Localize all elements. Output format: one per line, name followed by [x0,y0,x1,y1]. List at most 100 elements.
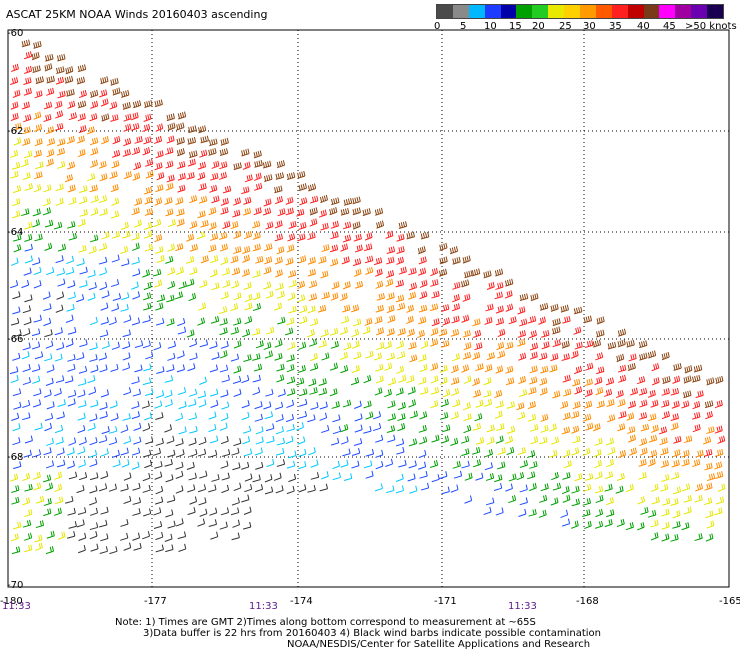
wind-barb [54,100,63,109]
wind-barb [252,302,262,312]
wind-barb [673,435,682,444]
wind-barb [120,304,129,312]
scale-swatch [580,5,596,18]
wind-barb [155,184,164,193]
wind-barb [274,256,283,265]
wind-barb [57,160,66,169]
wind-barb [22,412,31,421]
wind-barb [34,534,43,543]
wind-barb [188,292,197,302]
wind-barb [285,435,294,445]
wind-barb [375,304,384,313]
wind-barb [132,388,142,397]
wind-barb [229,303,239,312]
wind-barb [88,386,97,396]
wind-barb [209,364,219,373]
wind-barb [407,473,416,482]
wind-barb [222,279,231,289]
wind-barb [319,194,328,204]
wind-barb [43,113,52,123]
wind-barb [242,425,252,434]
wind-barb [175,485,184,494]
wind-barb [98,483,108,492]
wind-barb [684,365,693,374]
wind-barb [516,471,525,481]
wind-barb [12,437,21,446]
wind-barb [100,76,109,85]
wind-barb [275,485,284,494]
wind-barb [484,316,493,325]
wind-barb [430,400,439,409]
wind-barb [89,437,98,446]
wind-barb [164,196,173,205]
wind-barb [99,329,109,338]
wind-barb [100,470,109,480]
wind-barb [505,303,514,312]
wind-barb [297,170,306,179]
wind-barb [101,340,110,350]
wind-barb [255,340,264,349]
wind-barb [693,364,703,373]
wind-barb [285,257,294,266]
wind-barb [142,423,151,432]
wind-barb [418,304,428,313]
wind-barb [90,399,99,408]
wind-barb [373,352,383,361]
wind-barb [483,506,492,516]
wind-barb [175,196,184,206]
wind-barb [384,388,392,398]
wind-barb [186,278,195,287]
wind-barb [385,269,395,278]
wind-barb [387,377,397,386]
wind-barb [529,376,538,385]
wind-barb [76,258,85,267]
wind-barb [108,483,117,492]
wind-barb [241,461,250,470]
wind-barb [592,339,602,348]
wind-barb [681,522,690,531]
wind-barb [307,305,316,314]
wind-barb [131,411,140,420]
wind-barb [66,255,74,265]
wind-barb [342,221,352,230]
wind-barb [198,182,207,191]
wind-barb [331,281,340,290]
wind-barb [222,185,232,194]
wind-barb [262,160,272,169]
wind-barb [121,258,130,267]
wind-barb [230,326,239,335]
wind-barb [110,279,120,288]
wind-barb [464,495,473,504]
wind-barb [495,305,504,314]
wind-barb [505,377,515,386]
wind-barb [46,148,55,158]
wind-barb [233,317,242,326]
wind-barb [541,330,550,338]
wind-barb [308,293,318,302]
wind-barb [12,291,21,300]
wind-barb [529,461,538,469]
wind-barb [67,327,77,335]
wind-barb [76,352,85,361]
wind-barb [10,170,19,179]
wind-barb [518,352,527,361]
wind-barb [287,388,296,396]
wind-barb [100,302,109,311]
wind-barb [627,362,636,372]
wind-barb [287,292,296,301]
wind-barb [100,98,109,107]
wind-barb [607,341,617,350]
wind-barb [100,506,109,515]
wind-barb [475,363,484,371]
wind-barb [396,233,405,242]
wind-barb [562,494,571,503]
wind-barb [57,278,66,287]
wind-barb [220,389,229,398]
wind-barb [111,160,120,169]
wind-barb [518,389,528,397]
wind-barb [209,232,219,241]
wind-barb [636,376,646,385]
wind-barb [177,317,186,327]
wind-barb [143,363,152,372]
wind-barb [87,422,96,431]
